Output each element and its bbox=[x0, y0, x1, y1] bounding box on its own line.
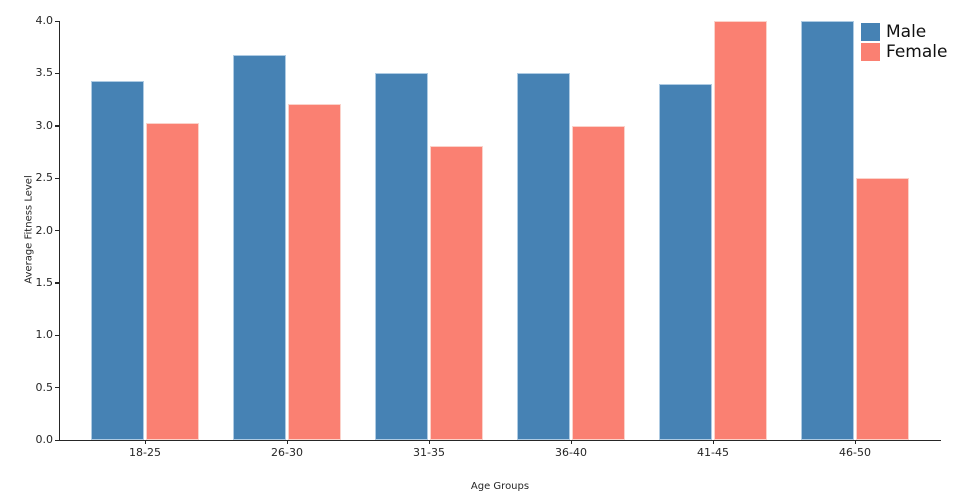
y-tick-label: 2.0 bbox=[35, 223, 54, 237]
y-tick-label: 0.5 bbox=[35, 380, 54, 394]
x-tick-label: 41-45 bbox=[697, 446, 729, 459]
bar-female-46-50 bbox=[856, 178, 909, 440]
y-tick-label: 0.0 bbox=[35, 433, 54, 446]
legend-swatch-male bbox=[861, 23, 880, 41]
bar-male-41-45 bbox=[659, 83, 712, 440]
x-tick-label: 36-40 bbox=[555, 446, 587, 459]
y-tick-label: 2.5 bbox=[35, 171, 54, 185]
y-tick-mark bbox=[55, 334, 59, 337]
legend-swatch-female bbox=[861, 43, 880, 61]
y-tick-label: 3.5 bbox=[35, 66, 54, 80]
legend: Male Female bbox=[861, 22, 947, 62]
legend-label: Male bbox=[886, 22, 927, 42]
bar-male-46-50 bbox=[801, 21, 854, 440]
bar-male-36-40 bbox=[517, 73, 570, 440]
x-tick-mark bbox=[144, 440, 146, 444]
bar-female-26-30 bbox=[288, 103, 341, 440]
x-axis-label: Age Groups bbox=[470, 481, 530, 492]
y-tick-mark bbox=[55, 20, 59, 22]
y-tick-mark bbox=[55, 72, 59, 75]
x-tick-mark bbox=[570, 440, 572, 444]
y-tick-mark bbox=[55, 177, 59, 179]
y-tick-mark bbox=[55, 387, 59, 389]
y-tick-mark bbox=[55, 282, 59, 284]
y-tick-label: 1.0 bbox=[35, 328, 54, 342]
x-tick-label: 46-50 bbox=[839, 446, 871, 459]
x-tick-label: 26-30 bbox=[271, 446, 303, 459]
bar-female-31-35 bbox=[430, 145, 483, 440]
y-tick-mark bbox=[55, 439, 59, 441]
x-tick-mark bbox=[286, 440, 288, 444]
y-tick-mark bbox=[55, 230, 59, 232]
x-tick-mark bbox=[712, 440, 714, 444]
bar-female-18-25 bbox=[146, 122, 199, 440]
y-tick-label: 4.0 bbox=[35, 14, 54, 27]
bar-male-31-35 bbox=[375, 73, 428, 440]
x-tick-label: 18-25 bbox=[129, 446, 161, 459]
legend-item-male: Male bbox=[861, 22, 947, 42]
bar-female-41-45 bbox=[714, 21, 767, 440]
x-tick-mark bbox=[428, 440, 430, 444]
legend-item-female: Female bbox=[861, 42, 947, 62]
y-tick-mark bbox=[55, 125, 59, 127]
bar-female-36-40 bbox=[572, 125, 625, 440]
legend-label: Female bbox=[886, 42, 948, 62]
x-tick-mark bbox=[854, 440, 856, 444]
x-tick-label: 31-35 bbox=[413, 446, 445, 459]
bar-male-26-30 bbox=[233, 54, 286, 440]
y-tick-label: 3.0 bbox=[35, 118, 54, 132]
plot-area bbox=[59, 21, 941, 441]
bar-male-18-25 bbox=[91, 80, 144, 440]
y-tick-label: 1.5 bbox=[35, 275, 54, 289]
